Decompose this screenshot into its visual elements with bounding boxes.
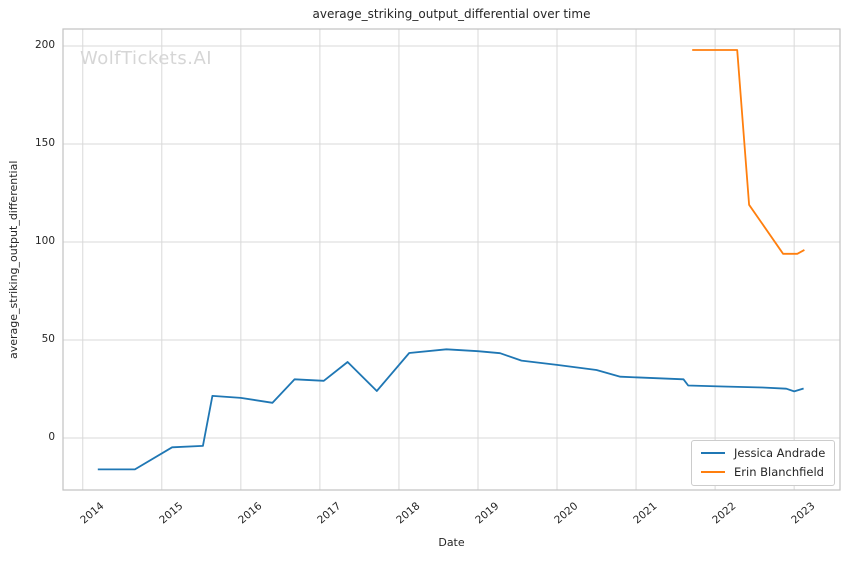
y-tick-label: 200 xyxy=(34,39,55,52)
legend-line-swatch-orange xyxy=(701,471,725,473)
legend-label: Erin Blanchfield xyxy=(734,465,824,479)
legend: Jessica Andrade Erin Blanchfield xyxy=(691,440,836,486)
y-tick-label: 150 xyxy=(34,137,55,150)
legend-line-swatch-blue xyxy=(701,452,725,454)
x-axis-label: Date xyxy=(438,536,465,549)
series-line-0 xyxy=(97,348,804,471)
y-tick-label: 0 xyxy=(48,431,55,444)
legend-item-erin-blanchfield: Erin Blanchfield xyxy=(701,465,825,479)
y-tick-label: 100 xyxy=(34,235,55,248)
legend-label: Jessica Andrade xyxy=(734,446,826,460)
series-line-1 xyxy=(692,49,805,255)
legend-item-jessica-andrade: Jessica Andrade xyxy=(701,446,825,460)
y-tick-label: 50 xyxy=(41,333,55,346)
chart-title: average_striking_output_differential ove… xyxy=(312,7,591,21)
plot-border xyxy=(62,28,841,491)
watermark: WolfTickets.AI xyxy=(80,48,213,69)
